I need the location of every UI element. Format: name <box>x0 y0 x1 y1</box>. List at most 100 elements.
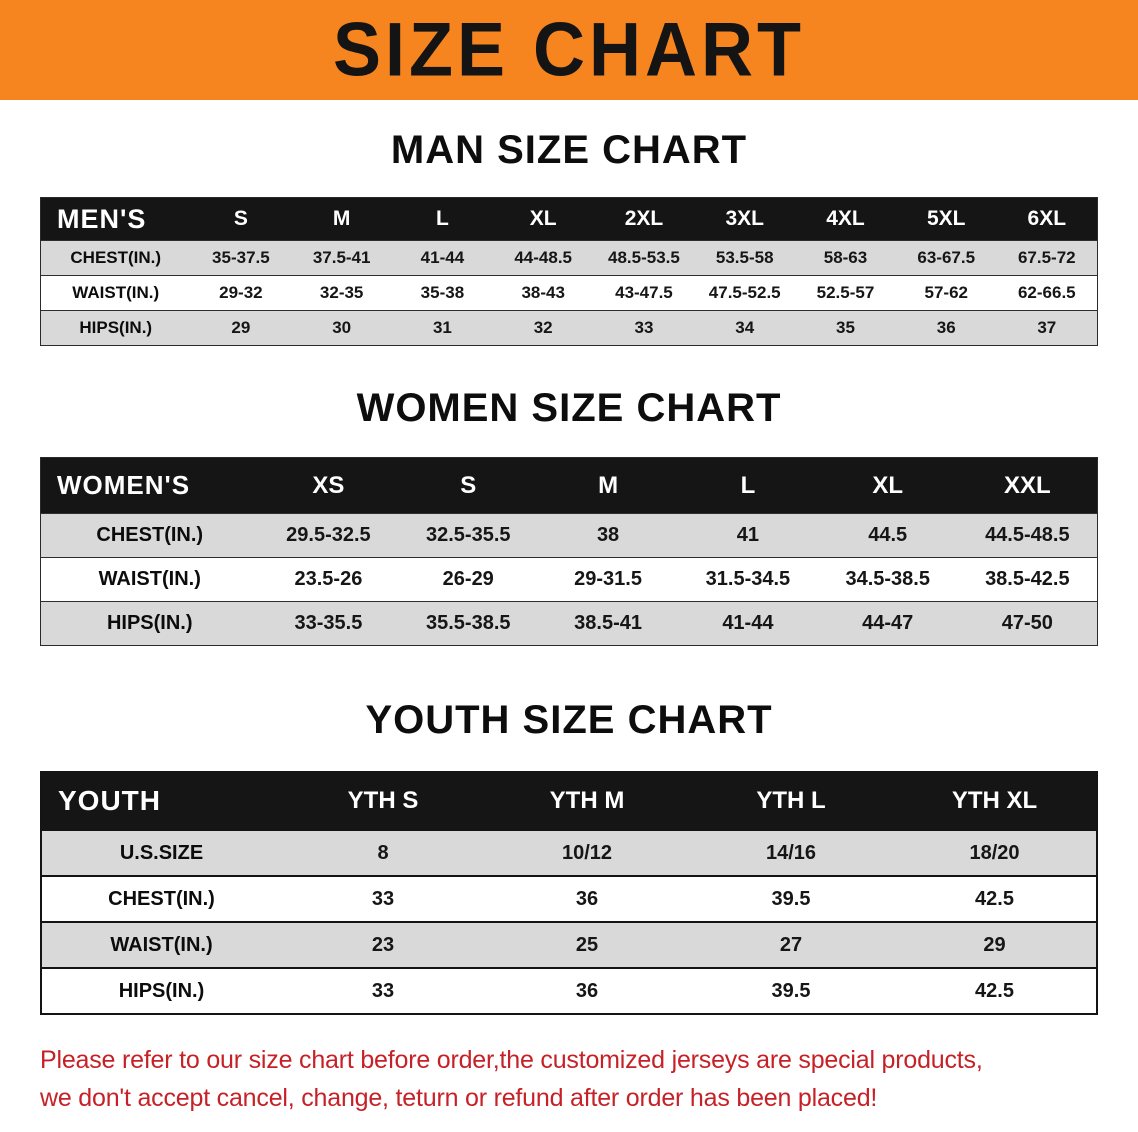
size-value-cell: 35.5-38.5 <box>425 612 511 634</box>
size-value-cell: 29 <box>983 933 1006 956</box>
measurement-label: WAIST(IN.) <box>98 568 201 590</box>
size-column-header: YTH XL <box>951 787 1038 814</box>
size-value-cell: 33 <box>371 887 395 910</box>
size-value-cell: 44.5-48.5 <box>985 524 1070 546</box>
table-row: WAIST(IN.) 23.5-26 26-29 29-31.5 31.5-34.5 34… <box>40 557 1098 602</box>
size-value-cell: 26-29 <box>442 568 494 590</box>
size-value-cell: 34 <box>735 318 755 337</box>
size-value-cell: 37 <box>1037 318 1057 337</box>
table-row: CHEST(IN.) 35-37.5 37.5-41 41-44 44-48.5 48.5… <box>40 240 1098 276</box>
size-column-header: S <box>460 471 477 499</box>
size-column-header: M <box>598 471 619 499</box>
size-column-header: S <box>233 207 248 230</box>
size-value-cell: 33-35.5 <box>294 612 363 634</box>
size-value-cell: 41-44 <box>420 248 465 267</box>
size-value-cell: 63-67.5 <box>917 248 976 267</box>
table-row: WAIST(IN.) 29-32 32-35 35-38 38-43 43-47.5 47.… <box>40 275 1098 311</box>
measurement-label: HIPS(IN.) <box>118 979 205 1002</box>
size-value-cell: 38.5-41 <box>574 612 642 634</box>
size-value-cell: 25 <box>575 933 599 956</box>
size-value-cell: 53.5-58 <box>715 248 774 267</box>
size-value-cell: 10/12 <box>561 841 613 864</box>
size-value-cell: 31 <box>432 318 452 337</box>
men-section-heading: MAN SIZE CHART <box>390 128 748 172</box>
size-column-header: YTH M <box>549 787 625 814</box>
table-title-cell: MEN'S <box>57 203 147 234</box>
measurement-label: U.S.SIZE <box>119 841 204 864</box>
size-value-cell: 8 <box>377 841 389 864</box>
measurement-label: CHEST(IN.) <box>70 248 162 267</box>
size-value-cell: 33 <box>634 318 654 337</box>
table-row: HIPS(IN.) 33-35.5 35.5-38.5 38.5-41 41-44 44-… <box>40 601 1098 646</box>
women-size-table: WOMEN'S XS S M L XL XXL CHEST(IN.) 29.5-32.5 32.5… <box>40 457 1098 646</box>
size-column-header: XXL <box>1003 471 1051 499</box>
size-value-cell: 23.5-26 <box>294 568 363 590</box>
size-value-cell: 30 <box>332 318 352 337</box>
measurement-label: HIPS(IN.) <box>106 612 193 634</box>
size-value-cell: 29 <box>231 318 251 337</box>
size-value-cell: 39.5 <box>771 979 811 1002</box>
size-column-header: M <box>332 207 351 230</box>
measurement-label: CHEST(IN.) <box>96 524 204 546</box>
youth-size-section: YOUTH SIZE CHART YOUTH YTH S YTH M YTH L YTH… <box>0 698 1138 1015</box>
size-column-header: XL <box>529 207 557 230</box>
size-column-header: YTH S <box>347 787 419 814</box>
table-header-row: YOUTH YTH S YTH M YTH L YTH XL <box>41 772 1097 830</box>
size-value-cell: 52.5-57 <box>816 283 875 302</box>
size-value-cell: 39.5 <box>771 887 811 910</box>
size-value-cell: 29-32 <box>219 283 263 302</box>
table-row: U.S.SIZE 8 10/12 14/16 18/20 <box>41 830 1097 876</box>
size-value-cell: 41 <box>736 524 760 546</box>
size-value-cell: 38.5-42.5 <box>985 568 1070 590</box>
size-value-cell: 43-47.5 <box>615 283 673 302</box>
size-column-header: 6XL <box>1027 207 1067 230</box>
size-value-cell: 44-48.5 <box>514 248 573 267</box>
size-column-header: L <box>740 471 756 499</box>
size-column-header: 5XL <box>926 207 966 230</box>
measurement-label: WAIST(IN.) <box>110 933 213 956</box>
size-value-cell: 38-43 <box>521 283 565 302</box>
table-row: HIPS(IN.) 29 30 31 32 33 34 35 36 37 <box>40 310 1098 346</box>
measurement-label: HIPS(IN.) <box>79 318 153 337</box>
size-value-cell: 36 <box>936 318 956 337</box>
table-row: CHEST(IN.) 33 36 39.5 42.5 <box>41 876 1097 922</box>
size-value-cell: 32 <box>533 318 553 337</box>
size-value-cell: 33 <box>371 979 395 1002</box>
size-column-header: XL <box>872 471 904 499</box>
size-value-cell: 57-62 <box>924 283 968 302</box>
size-value-cell: 18/20 <box>969 841 1020 864</box>
table-title-cell: YOUTH <box>58 785 161 816</box>
size-value-cell: 32-35 <box>319 283 364 302</box>
size-value-cell: 47-50 <box>1001 612 1053 634</box>
table-row: HIPS(IN.) 33 36 39.5 42.5 <box>41 968 1097 1014</box>
size-value-cell: 29-31.5 <box>574 568 642 590</box>
size-column-header: 2XL <box>624 207 664 230</box>
size-value-cell: 35-37.5 <box>212 248 270 267</box>
size-value-cell: 32.5-35.5 <box>425 524 511 546</box>
note-line-2: we don't accept cancel, change, teturn o… <box>40 1084 878 1112</box>
size-value-cell: 47.5-52.5 <box>708 283 781 302</box>
page-title: SIZE CHART <box>333 7 805 93</box>
table-row: WAIST(IN.) 23 25 27 29 <box>41 922 1097 968</box>
size-value-cell: 42.5 <box>975 979 1014 1002</box>
youth-section-heading: YOUTH SIZE CHART <box>365 698 773 742</box>
size-column-header: 4XL <box>826 207 865 230</box>
measurement-label: CHEST(IN.) <box>108 887 215 910</box>
size-charts: MAN SIZE CHART MEN'S S M L XL 2XL 3XL 4XL 5XL 6XL… <box>0 128 1138 1015</box>
men-size-section: MAN SIZE CHART MEN'S S M L XL 2XL 3XL 4XL 5XL 6XL… <box>0 128 1138 346</box>
size-column-header: 3XL <box>725 207 764 230</box>
size-column-header: XS <box>312 471 345 499</box>
size-value-cell: 14/16 <box>765 841 817 864</box>
women-size-section: WOMEN SIZE CHART WOMEN'S XS S M L XL XXL CHEST(… <box>0 386 1138 646</box>
size-value-cell: 58-63 <box>823 248 868 267</box>
measurement-label: WAIST(IN.) <box>72 283 160 302</box>
size-value-cell: 29.5-32.5 <box>286 524 371 546</box>
size-value-cell: 42.5 <box>975 887 1014 910</box>
size-column-header: YTH L <box>756 787 826 814</box>
size-value-cell: 27 <box>779 933 803 956</box>
size-value-cell: 36 <box>575 979 599 1002</box>
men-size-table: MEN'S S M L XL 2XL 3XL 4XL 5XL 6XL CHEST(IN.) 35-37… <box>40 197 1098 346</box>
size-value-cell: 34.5-38.5 <box>845 568 930 590</box>
table-header-row: MEN'S S M L XL 2XL 3XL 4XL 5XL 6XL <box>40 197 1098 241</box>
footer-note: Please refer to our size chart before or… <box>0 1041 1138 1117</box>
